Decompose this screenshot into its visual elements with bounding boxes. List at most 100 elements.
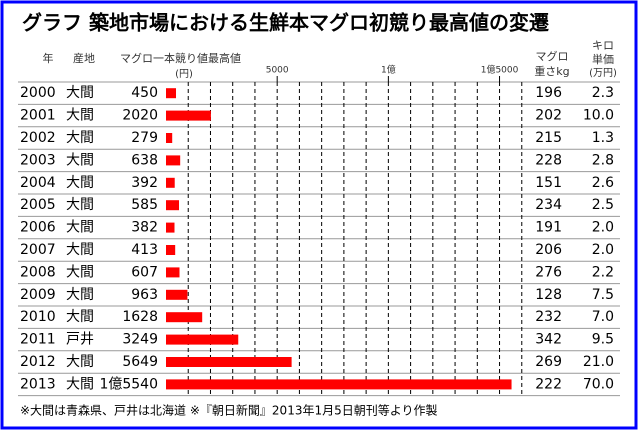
unit-price: 2.8 [592, 152, 614, 168]
weight: 222 [535, 376, 562, 392]
bar [166, 88, 177, 99]
chart-title: グラフ 築地市場における生鮮本マグロ初競り最高値の変遷 [22, 11, 549, 35]
weight: 206 [535, 242, 562, 258]
unit-price-header: 単価 [592, 52, 614, 66]
year: 2012 [20, 354, 56, 370]
value-label: 450 [131, 85, 158, 101]
bar [166, 357, 292, 367]
year: 2004 [20, 175, 56, 191]
weight-header: マグロ [536, 49, 569, 63]
weight: 232 [535, 309, 562, 325]
year: 2001 [20, 108, 56, 124]
unit-price: 10.0 [583, 108, 614, 124]
weight: 234 [535, 197, 562, 213]
value-header: マグロ一本競り値最高値 [120, 51, 241, 65]
year: 2011 [20, 332, 56, 348]
year-header: 年 [43, 51, 54, 65]
year: 2005 [20, 197, 56, 213]
x-tick-label: 5000 [266, 66, 289, 76]
origin: 大間 [66, 376, 94, 392]
unit-price: 2.5 [592, 197, 614, 213]
unit-price: 2.0 [592, 242, 614, 258]
value-label: 1628 [122, 309, 158, 325]
unit-price: 7.5 [592, 287, 614, 303]
bar [166, 245, 176, 255]
weight: 215 [535, 130, 562, 146]
unit-price: 21.0 [583, 354, 614, 370]
unit-price: 2.0 [592, 220, 614, 236]
origin: 大間 [66, 309, 94, 325]
unit-price-header: キロ [592, 39, 614, 52]
bar [166, 155, 181, 166]
weight: 269 [535, 354, 562, 370]
unit-price: 7.0 [592, 309, 614, 325]
origin: 大間 [66, 108, 94, 124]
value-label: 5649 [122, 354, 158, 370]
bar [166, 110, 211, 121]
origin: 大間 [66, 242, 94, 258]
origin: 大間 [66, 175, 94, 191]
bar [166, 379, 512, 390]
year: 2008 [20, 264, 56, 280]
year: 2000 [20, 85, 56, 101]
weight: 128 [535, 287, 562, 303]
year: 2007 [20, 242, 56, 258]
origin-header: 産地 [73, 52, 95, 65]
year: 2009 [20, 287, 56, 303]
weight: 202 [535, 108, 562, 124]
note: ※大間は青森県、戸井は北海道 ※『朝日新聞』2013年1月5日朝刊等より作製 [20, 403, 438, 418]
bar [166, 334, 239, 345]
bar [166, 177, 175, 188]
value-unit: (円) [175, 69, 193, 80]
origin: 戸井 [66, 332, 94, 348]
origin: 大間 [66, 354, 94, 370]
value-label: 585 [131, 197, 158, 213]
unit-price: 2.3 [592, 85, 614, 101]
weight-header: 重さkg [534, 64, 569, 78]
bar [166, 222, 175, 233]
bar [166, 267, 180, 278]
unit-price: 2.6 [592, 175, 614, 191]
origin: 大間 [66, 287, 94, 303]
bar [166, 133, 173, 143]
x-tick-label: 1億 [381, 64, 396, 76]
value-label: 2020 [122, 108, 158, 124]
value-label: 392 [131, 175, 158, 191]
origin: 大間 [66, 152, 94, 168]
value-label: 3249 [122, 332, 158, 348]
weight: 228 [535, 152, 562, 168]
unit-price: 70.0 [583, 376, 614, 392]
x-tick-label: 1億5000 [481, 64, 519, 76]
year: 2013 [20, 376, 56, 392]
unit-price: 1.3 [592, 130, 614, 146]
value-label: 413 [131, 242, 158, 258]
weight: 276 [535, 264, 562, 280]
value-label: 382 [131, 220, 158, 236]
unit-price: 9.5 [592, 332, 614, 348]
origin: 大間 [66, 264, 94, 280]
origin: 大間 [66, 85, 94, 101]
unit-price: 2.2 [592, 264, 614, 280]
year: 2006 [20, 220, 56, 236]
unit-price-header: (万円) [589, 68, 617, 79]
value-label: 607 [131, 264, 158, 280]
weight: 151 [535, 175, 562, 191]
origin: 大間 [66, 197, 94, 213]
weight: 191 [535, 220, 562, 236]
value-label: 1億5540 [99, 376, 158, 392]
year: 2010 [20, 309, 56, 325]
weight: 342 [535, 332, 562, 348]
value-label: 638 [131, 152, 158, 168]
bar [166, 289, 188, 300]
bar [166, 200, 180, 211]
weight: 196 [535, 85, 562, 101]
year: 2003 [20, 152, 56, 168]
value-label: 963 [131, 287, 158, 303]
origin: 大間 [66, 220, 94, 236]
year: 2002 [20, 130, 56, 146]
origin: 大間 [66, 130, 94, 146]
value-label: 279 [131, 130, 158, 146]
bar [166, 312, 203, 323]
